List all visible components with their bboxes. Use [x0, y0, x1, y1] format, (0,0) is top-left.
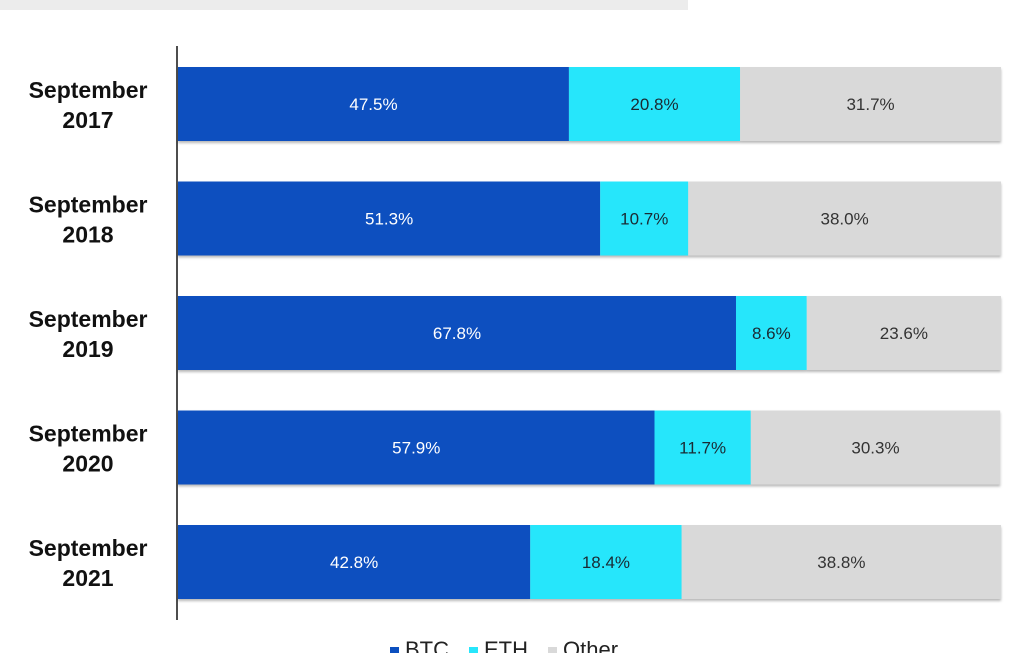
legend-swatch-eth	[469, 647, 478, 653]
bar-segment-other	[681, 525, 1001, 599]
legend-swatch-other	[548, 647, 557, 653]
bar-segment-other	[688, 181, 1001, 256]
legend: BTC ETH Other	[390, 637, 618, 653]
bar-segment-other	[740, 67, 1001, 141]
data-label-btc: 51.3%	[365, 210, 413, 229]
bar-segment-btc	[178, 296, 736, 370]
data-label-eth: 11.7%	[679, 439, 726, 458]
category-label: September 2018	[29, 192, 148, 248]
bar-row	[178, 410, 1001, 485]
data-label-btc: 67.8%	[433, 324, 481, 343]
data-label-eth: 10.7%	[620, 210, 668, 229]
bar-row	[178, 67, 1001, 141]
bar-row	[178, 181, 1001, 256]
bar-segment-eth	[568, 67, 741, 141]
category-label: September 2019	[29, 306, 148, 362]
bar-segment-eth	[530, 525, 682, 599]
data-label-eth: 18.4%	[582, 553, 630, 572]
legend-label-btc: BTC	[405, 637, 449, 653]
bar-segment-btc	[178, 410, 655, 485]
bar-segment-btc	[178, 67, 569, 141]
bar-segment-btc	[178, 181, 601, 256]
bar-row	[178, 525, 1001, 599]
legend-label-other: Other	[563, 637, 618, 653]
data-label-other: 38.8%	[817, 553, 865, 572]
category-label: September 2020	[29, 421, 148, 477]
data-label-other: 23.6%	[880, 324, 928, 343]
data-label-other: 38.0%	[821, 210, 869, 229]
bar-segment-eth	[654, 410, 751, 485]
data-label-btc: 57.9%	[392, 439, 440, 458]
bar-segment-other	[750, 410, 1001, 485]
bar-segment-eth	[600, 181, 689, 256]
category-label: September 2021	[29, 535, 148, 591]
bar-segment-eth	[735, 296, 807, 370]
category-label: September 2017	[29, 77, 148, 133]
data-label-other: 31.7%	[846, 95, 894, 114]
header-strip	[0, 0, 688, 10]
bar-segment-btc	[178, 525, 531, 599]
data-label-eth: 8.6%	[752, 324, 791, 343]
data-label-eth: 20.8%	[630, 95, 678, 114]
bar-row	[178, 296, 1001, 370]
data-label-other: 30.3%	[851, 439, 899, 458]
data-label-btc: 47.5%	[349, 95, 397, 114]
legend-swatch-btc	[390, 647, 399, 653]
bar-segment-other	[806, 296, 1001, 370]
legend-label-eth: ETH	[484, 637, 528, 653]
data-label-btc: 42.8%	[330, 553, 378, 572]
